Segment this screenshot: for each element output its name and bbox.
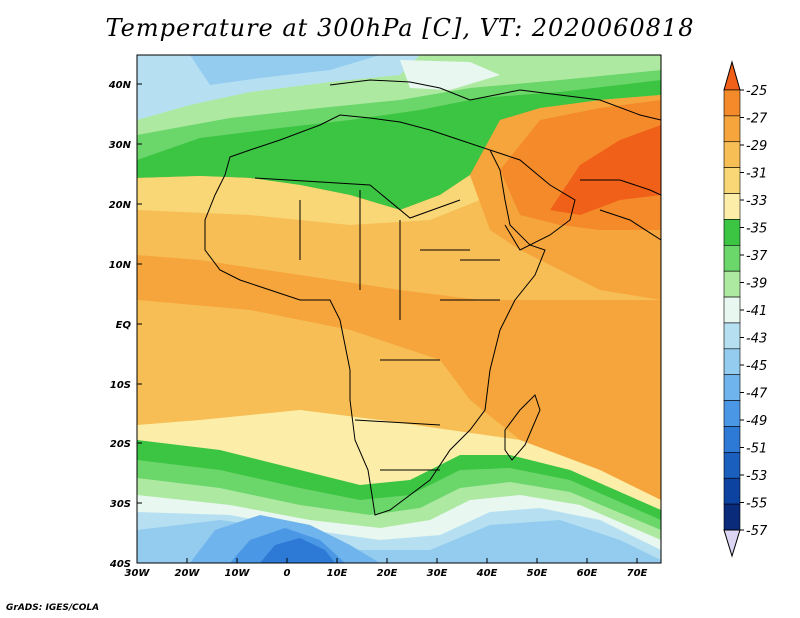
colorbar-label: -39 xyxy=(746,277,767,292)
lon-label: 10W xyxy=(225,568,251,579)
colorbar-segment xyxy=(723,270,741,298)
colorbar-label: -49 xyxy=(746,414,767,429)
lon-label: 30W xyxy=(125,568,151,579)
lat-label: 10N xyxy=(109,260,132,271)
temperature-field xyxy=(137,55,661,563)
colorbar-segment xyxy=(723,115,741,143)
colorbar: -25 -27 -29 -31 -33 -35 -37 -39 -41 -43 -45 -47 -49 -… xyxy=(723,60,768,558)
lon-label: 60E xyxy=(577,568,598,579)
lon-label: 70E xyxy=(627,568,648,579)
colorbar-label: -53 xyxy=(746,469,767,484)
lon-label: 50E xyxy=(527,568,548,579)
colorbar-segment xyxy=(723,348,741,376)
colorbar-segment xyxy=(723,244,741,272)
lon-label: 0 xyxy=(284,568,291,579)
lat-label: 10S xyxy=(110,380,131,391)
colorbar-label: -43 xyxy=(746,332,767,347)
colorbar-segment xyxy=(723,374,741,401)
colorbar-segment xyxy=(723,167,741,194)
map-title: Temperature at 300hPa [C], VT: 202006081… xyxy=(105,14,695,42)
lat-label: 20S xyxy=(110,439,131,450)
lon-label: 40E xyxy=(476,568,498,579)
colorbar-segment xyxy=(723,219,741,246)
colorbar-label: -37 xyxy=(746,249,768,264)
lon-label: 10E xyxy=(327,568,348,579)
colorbar-segment xyxy=(723,193,741,220)
colorbar-segment xyxy=(723,426,741,453)
colorbar-label: -45 xyxy=(746,359,767,374)
colorbar-top-arrow xyxy=(723,60,741,91)
colorbar-segment xyxy=(723,452,741,479)
colorbar-label: -33 xyxy=(746,194,767,209)
colorbar-segment xyxy=(723,141,741,168)
colorbar-label: -55 xyxy=(746,497,767,512)
colorbar-label: -51 xyxy=(746,442,767,457)
colorbar-label: -57 xyxy=(746,524,768,539)
colorbar-label: -35 xyxy=(746,222,767,237)
longitude-axis xyxy=(186,558,638,563)
colorbar-label: -27 xyxy=(746,112,768,127)
latitude-axis xyxy=(137,83,142,504)
colorbar-segment xyxy=(723,296,741,324)
lat-label: 30N xyxy=(109,140,132,151)
lon-label: 30E xyxy=(427,568,448,579)
colorbar-bottom-arrow xyxy=(723,529,741,558)
colorbar-label: -41 xyxy=(746,304,767,319)
lat-label: 40N xyxy=(108,80,132,91)
coastlines xyxy=(204,79,661,516)
colorbar-label: -25 xyxy=(746,84,767,99)
lat-label: 40S xyxy=(109,559,131,570)
colorbar-segment xyxy=(723,89,741,117)
colorbar-label: -47 xyxy=(746,387,768,402)
colorbar-label: -31 xyxy=(746,167,767,182)
colorbar-segment xyxy=(723,322,741,350)
lat-label: EQ xyxy=(116,320,132,331)
lon-label: 20W xyxy=(175,568,201,579)
credit-text: GrADS: IGES/COLA xyxy=(6,603,100,613)
lon-label: 20E xyxy=(377,568,398,579)
colorbar-label: -29 xyxy=(746,139,767,154)
colorbar-segment xyxy=(723,503,741,531)
plot-frame xyxy=(136,54,662,564)
lat-label: 30S xyxy=(110,499,131,510)
colorbar-segment xyxy=(723,477,741,505)
colorbar-segment xyxy=(723,400,741,427)
lat-label: 20N xyxy=(109,200,132,211)
